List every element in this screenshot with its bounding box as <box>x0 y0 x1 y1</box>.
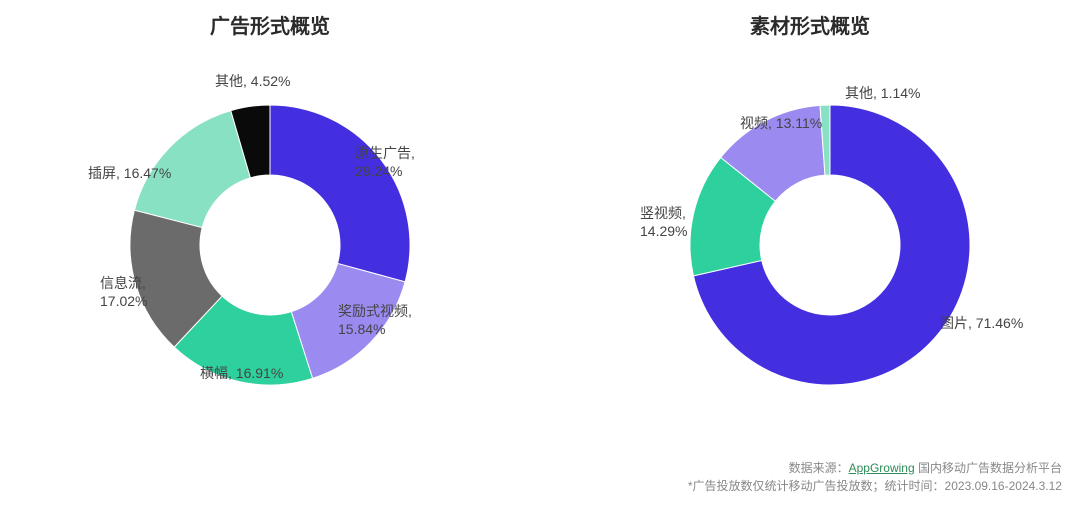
slice-label: 信息流,17.02% <box>100 275 147 310</box>
footer-note: *广告投放数仅统计移动广告投放数；统计时间：2023.09.16-2024.3.… <box>0 477 1062 495</box>
slice-label: 其他, 1.14% <box>845 85 920 103</box>
footer-source-suffix: 国内移动广告数据分析平台 <box>915 461 1062 475</box>
slice-label: 插屏, 16.47% <box>88 165 171 183</box>
left-chart-column: 广告形式概览 原生广告,29.24% 奖励式视频,15.84% 横幅, 16.91%… <box>0 10 540 425</box>
footer-source-prefix: 数据来源： <box>789 461 849 475</box>
footer-source-link[interactable]: AppGrowing <box>849 461 915 475</box>
donut-slice <box>270 105 410 282</box>
slice-label: 竖视频,14.29% <box>640 205 687 240</box>
slice-label: 图片, 71.46% <box>940 315 1023 333</box>
right-chart-column: 素材形式概览 图片, 71.46% 竖视频,14.29% 视频, 13.11% 其他,… <box>540 10 1080 425</box>
slice-label: 原生广告,29.24% <box>355 145 415 180</box>
footer-attribution: 数据来源：AppGrowing 国内移动广告数据分析平台 *广告投放数仅统计移动… <box>0 459 1080 505</box>
right-chart-title: 素材形式概览 <box>750 10 870 39</box>
slice-label: 奖励式视频,15.84% <box>338 303 412 338</box>
left-donut-chart: 原生广告,29.24% 奖励式视频,15.84% 横幅, 16.91% 信息流,17.… <box>60 45 480 425</box>
slice-label: 视频, 13.11% <box>740 115 822 133</box>
slice-label: 横幅, 16.91% <box>200 365 283 383</box>
left-chart-title: 广告形式概览 <box>210 10 330 39</box>
slice-label: 其他, 4.52% <box>215 73 290 91</box>
right-donut-chart: 图片, 71.46% 竖视频,14.29% 视频, 13.11% 其他, 1.14% <box>600 45 1020 425</box>
